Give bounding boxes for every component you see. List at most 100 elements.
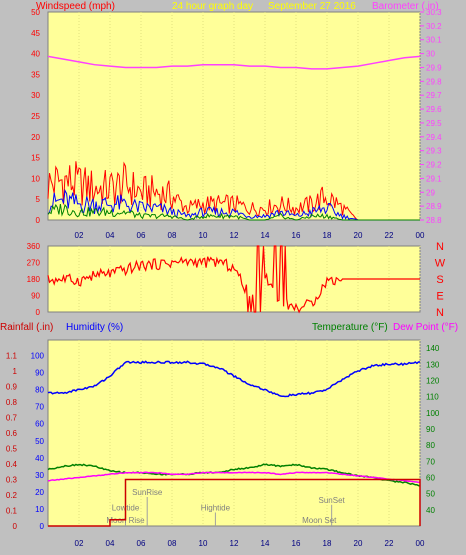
temperature-axis-title: Temperature (°F) [312,322,388,333]
humidity-tick-label: 70 [35,403,44,412]
windspeed-tick-label: 45 [31,29,40,38]
temperature-tick-label: 120 [426,376,440,385]
windspeed-tick-label: 50 [31,8,40,17]
temperature-tick-label: 40 [426,506,435,515]
humidity-tick-label: 60 [35,420,44,429]
humidity-tick-label: 50 [35,437,44,446]
windspeed-tick-label: 20 [31,133,40,142]
hour-tick-label: 10 [199,539,208,548]
rainfall-tick-label: 0.8 [6,398,18,407]
barometer-tick-label: 29.4 [426,133,442,142]
temperature-tick-label: 130 [426,360,440,369]
barometer-axis-title: Barometer (.in) [372,1,439,12]
temperature-tick-label: 80 [426,441,435,450]
windspeed-tick-label: 15 [31,154,40,163]
barometer-tick-label: 29.9 [426,63,442,72]
hour-tick-label: 08 [168,231,177,240]
windspeed-tick-label: 0 [36,216,41,225]
hour-tick-label: 16 [292,231,301,240]
barometer-tick-label: 30.1 [426,36,442,45]
barometer-tick-label: 29.2 [426,161,442,170]
barometer-tick-label: 30 [426,50,435,59]
hour-tick-label: 02 [75,231,84,240]
hour-tick-label: 16 [292,539,301,548]
barometer-tick-label: 28.9 [426,202,442,211]
barometer-tick-label: 29.3 [426,147,442,156]
annotation-label: SunRise [132,488,163,497]
hour-tick-label: 06 [137,539,146,548]
humidity-tick-label: 40 [35,454,44,463]
compass-tick-label: N [436,241,444,253]
annotation-label: SunSet [319,496,346,505]
wind-time-axis: 02 04 06 08 10 12 14 16 18 20 22 00 [75,231,425,240]
direction-series [47,245,420,314]
hour-tick-label: 18 [323,231,332,240]
hour-tick-label: 20 [354,539,363,548]
hour-tick-label: 04 [106,539,115,548]
humidity-tick-label: 10 [35,505,44,514]
hour-tick-label: 08 [168,539,177,548]
temperature-tick-label: 60 [426,473,435,482]
direction-tick-label: 0 [36,308,41,317]
rainfall-tick-label: 0.3 [6,476,18,485]
hour-tick-label: 14 [261,231,270,240]
windspeed-tick-label: 35 [31,70,40,79]
hour-tick-label: 18 [323,539,332,548]
hour-tick-label: 00 [416,231,425,240]
graph-date-label: September 27 2016 [268,1,356,12]
windspeed-tick-label: 10 [31,174,40,183]
barometer-tick-label: 29 [426,188,435,197]
hour-tick-label: 14 [261,539,270,548]
hour-tick-label: 06 [137,231,146,240]
humidity-axis-title: Humidity (%) [66,322,123,333]
dewpoint-line [48,471,421,484]
wind-direction-line [47,245,420,314]
compass-tick-label: S [436,274,443,286]
temperature-axis: 40 50 60 70 80 90 100 110 120 130 140 [426,344,440,515]
graph-period-label: 24 hour graph day [172,1,253,12]
windspeed-axis: 0 5 10 15 20 25 30 35 40 45 50 [31,8,40,225]
temperature-tick-label: 100 [426,409,440,418]
temp-hum-grid [78,340,421,526]
barometer-tick-label: 29.8 [426,77,442,86]
humidity-tick-label: 30 [35,471,44,480]
barometer-tick-label: 30.3 [426,8,442,17]
humidity-tick-label: 90 [35,369,44,378]
rainfall-tick-label: 0 [13,522,18,531]
hour-tick-label: 00 [416,539,425,548]
barometer-tick-label: 29.5 [426,119,442,128]
direction-degree-axis: 0 90 180 270 360 [27,242,41,317]
compass-tick-label: W [435,258,446,270]
wind-baro-plot-area [47,11,421,221]
temperature-tick-label: 140 [426,344,440,353]
direction-tick-label: 90 [31,292,40,301]
annotation-label: Moon Set [302,516,337,525]
windspeed-tick-label: 25 [31,112,40,121]
rainfall-line [48,478,421,527]
windspeed-minimum-line [47,203,420,221]
annotation-label: Hightide [201,504,231,513]
temperature-tick-label: 70 [426,457,435,466]
compass-tick-label: E [436,291,443,303]
rainfall-tick-label: 0.9 [6,383,18,392]
humidity-axis: 0 10 20 30 40 50 60 70 80 90 100 [31,352,45,532]
rainfall-tick-label: 0.4 [6,460,18,469]
compass-tick-label: N [436,307,444,319]
temperature-tick-label: 110 [426,393,439,402]
wind-baro-series [47,55,421,221]
barometer-line [47,55,421,70]
hour-tick-label: 22 [385,231,394,240]
rainfall-axis-title: Rainfall (.in) [0,322,53,333]
rainfall-tick-label: 1.1 [6,352,18,361]
direction-tick-label: 270 [27,259,41,268]
dewpoint-axis-title: Dew Point (°F) [393,322,458,333]
humidity-tick-label: 80 [35,386,44,395]
rainfall-tick-label: 0.1 [6,507,18,516]
temperature-tick-label: 90 [426,425,435,434]
rainfall-tick-label: 0.5 [6,445,18,454]
direction-tick-label: 180 [27,275,41,284]
temp-hum-series [47,360,421,527]
windspeed-axis-title: Windspeed (mph) [36,1,115,12]
